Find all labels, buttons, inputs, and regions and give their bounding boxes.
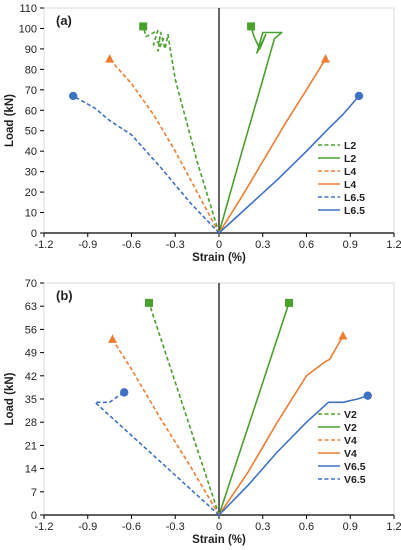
legend-label: L4: [344, 166, 356, 178]
series-marker-triangle: [320, 54, 330, 63]
x-tick-label: -1.2: [35, 239, 54, 251]
x-tick-label: -0.9: [78, 521, 97, 533]
legend-label: V2: [344, 422, 357, 434]
legend-label: V4: [344, 435, 357, 447]
series-marker-square: [139, 22, 148, 31]
x-tick-label: -0.6: [122, 239, 141, 251]
y-tick-label: 21: [25, 440, 37, 452]
legend-label: V2: [344, 409, 357, 421]
y-tick-label: 14: [25, 464, 37, 476]
y-tick-label: 30: [25, 167, 37, 179]
y-axis-title: Load (kN): [4, 372, 16, 425]
series-line-v4-dashed: [111, 338, 220, 516]
series-marker-circle: [120, 388, 129, 397]
y-tick-label: 28: [25, 417, 37, 429]
series-marker-square: [247, 22, 256, 31]
series-line-l2-dashed: [142, 26, 220, 234]
y-tick-label: 0: [31, 228, 37, 240]
x-tick-label: 0.9: [343, 521, 358, 533]
y-tick-label: 110: [19, 3, 37, 15]
x-tick-label: -1.2: [35, 521, 54, 533]
y-tick-label: 70: [25, 278, 37, 290]
panel-label: (a): [56, 13, 72, 28]
y-tick-label: 20: [25, 187, 37, 199]
y-tick-label: 80: [25, 64, 37, 76]
legend-label: L4: [344, 179, 356, 191]
series-marker-circle: [354, 91, 364, 101]
series-marker-triangle: [105, 54, 115, 63]
legend-label: L6.5: [344, 205, 365, 217]
x-tick-label: -0.6: [122, 521, 141, 533]
x-axis-title: Strain (%): [192, 252, 246, 264]
series-line-l2-solid: [218, 26, 283, 234]
y-tick-label: 60: [25, 105, 37, 117]
y-tick-label: 10: [25, 208, 37, 220]
x-tick-label: 0.6: [299, 239, 314, 251]
y-tick-label: 63: [25, 301, 37, 313]
x-tick-label: 0: [216, 239, 222, 251]
legend-label: L2: [344, 153, 356, 165]
legend-label: L6.5: [344, 192, 365, 204]
y-axis-title: Load (kN): [4, 94, 16, 147]
y-tick-label: 100: [19, 23, 37, 35]
series-marker-triangle: [108, 334, 118, 343]
x-axis-title: Strain (%): [192, 534, 246, 546]
y-tick-label: 35: [25, 394, 37, 406]
x-tick-label: 0.3: [255, 521, 270, 533]
x-tick-label: 1.2: [386, 239, 401, 251]
legend-label: V6.5: [344, 474, 366, 486]
series-marker-circle: [68, 91, 78, 101]
series-line-v2-dashed: [148, 302, 220, 516]
series-line-v4-solid: [218, 335, 344, 516]
legend-label: V4: [344, 448, 357, 460]
y-tick-label: 40: [25, 146, 37, 158]
x-tick-label: -0.9: [78, 239, 97, 251]
series-line-l4-solid: [218, 58, 327, 234]
x-tick-label: -0.3: [166, 239, 185, 251]
series-marker-square: [145, 298, 153, 307]
series-marker-triangle: [338, 331, 348, 340]
chart-panel-b: -1.2 -0.9 -0.6 -0.3 0 0.3 0.6 0.9 1.2 0 7 14 21 28 35 4…: [4, 278, 401, 546]
y-tick-label: 49: [25, 348, 37, 360]
x-tick-label: 0: [216, 521, 222, 533]
y-tick-label: 90: [25, 44, 37, 56]
x-tick-label: 0.3: [255, 239, 270, 251]
series-line-v6.5-dashed: [94, 391, 220, 516]
y-tick-label: 7: [31, 487, 37, 499]
y-tick-label: 0: [31, 510, 37, 522]
x-tick-label: -0.3: [166, 521, 185, 533]
legend-label: V6.5: [344, 461, 366, 473]
panel-label: (b): [56, 288, 73, 303]
series-marker-square: [285, 298, 293, 307]
chart-panel-a: -1.2 -0.9 -0.6 -0.3 0 0.3 0.6 0.9 1.2 0 10 20 30 40 50…: [4, 3, 401, 264]
series-marker-circle: [363, 391, 372, 400]
legend-label: L2: [344, 140, 356, 152]
series-line-l4-dashed: [109, 58, 220, 234]
series-line-v2-solid: [218, 302, 290, 516]
y-tick-label: 70: [25, 85, 37, 97]
y-tick-label: 42: [25, 371, 37, 383]
y-tick-label: 50: [25, 126, 37, 138]
series-line-l6.5-dashed: [72, 95, 220, 234]
x-tick-label: 1.2: [386, 521, 401, 533]
x-tick-label: 0.6: [299, 521, 314, 533]
x-tick-label: 0.9: [343, 239, 358, 251]
series-line-l6.5-solid: [218, 95, 360, 234]
y-tick-label: 56: [25, 324, 37, 336]
series-line-v6.5-solid: [218, 394, 369, 516]
